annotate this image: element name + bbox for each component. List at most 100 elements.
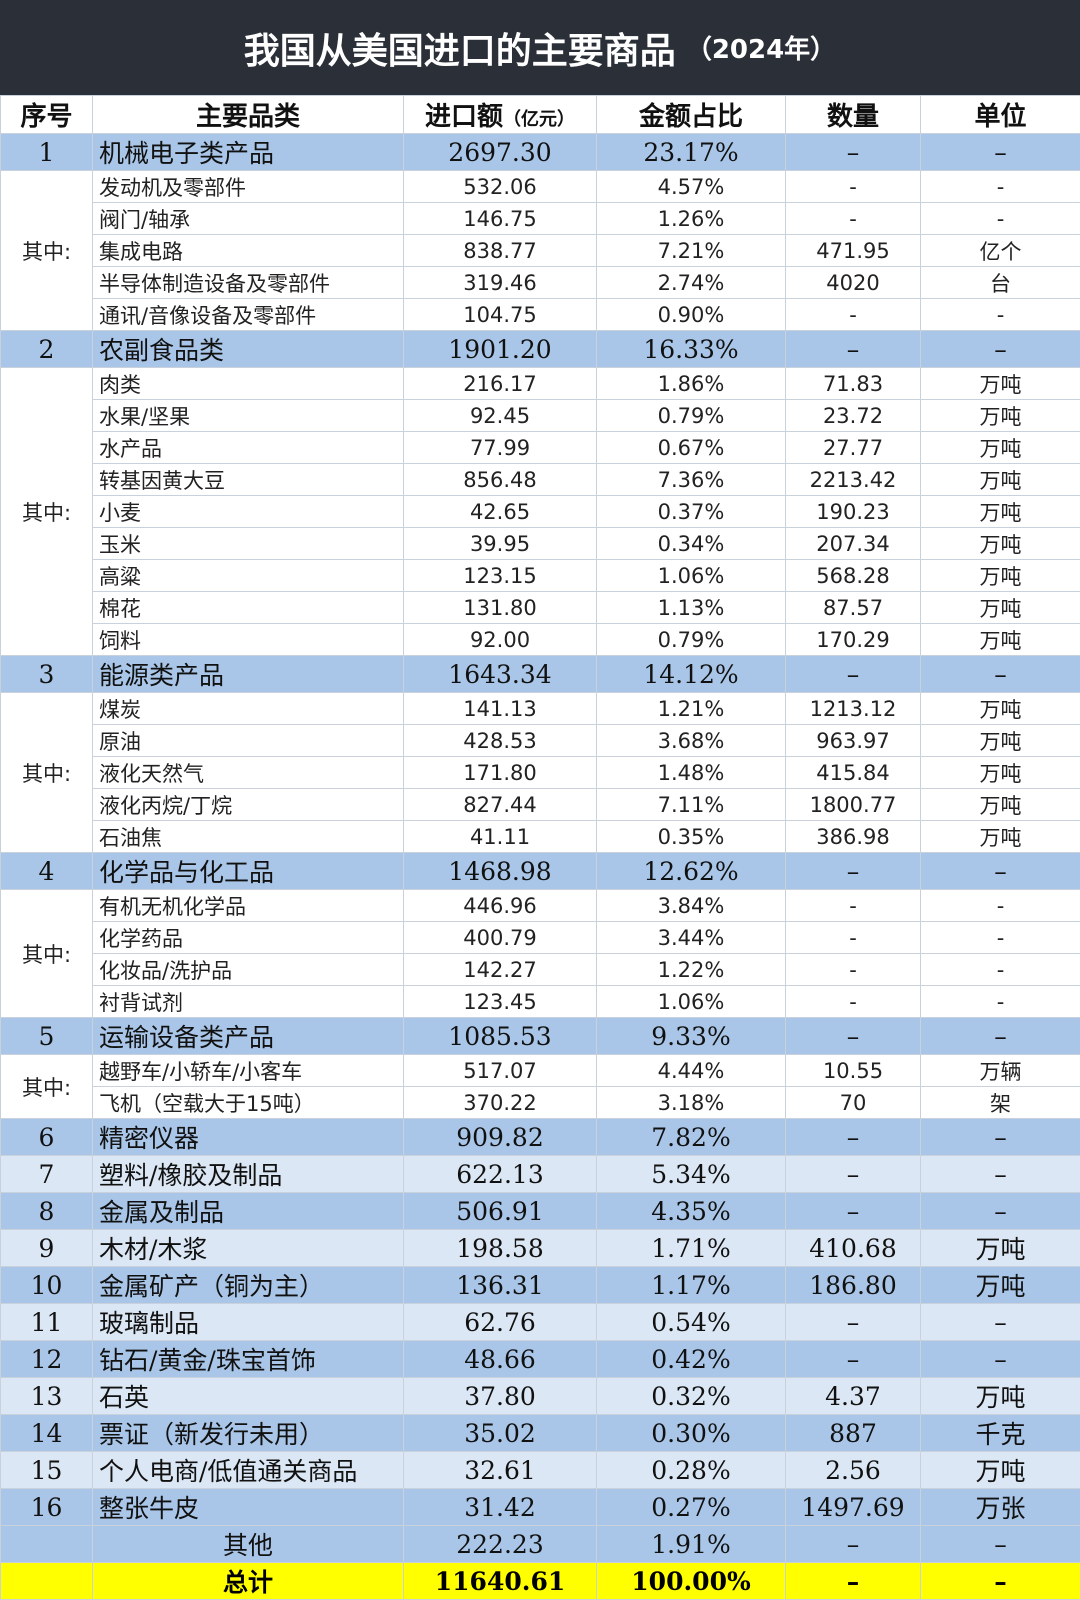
cell: 7.11% — [597, 789, 786, 821]
cell: 0.90% — [597, 299, 786, 331]
cell: 万吨 — [921, 1230, 1080, 1267]
cell: – — [921, 134, 1080, 171]
cell: 架 — [921, 1087, 1080, 1119]
cell: 10.55 — [786, 1055, 921, 1087]
cell: – — [921, 1119, 1080, 1156]
cell: 原油 — [93, 725, 404, 757]
cell: 23.17% — [597, 134, 786, 171]
cell: 衬背试剂 — [93, 986, 404, 1018]
cell: 838.77 — [404, 235, 597, 267]
cell: 化学品与化工品 — [93, 853, 404, 890]
cell: 87.57 — [786, 592, 921, 624]
cell: 77.99 — [404, 432, 597, 464]
column-header: 数量 — [786, 96, 921, 134]
cell: – — [921, 1156, 1080, 1193]
cell: 水果/坚果 — [93, 400, 404, 432]
cell: 3.84% — [597, 890, 786, 922]
cell: 2 — [1, 331, 93, 368]
cell: 液化天然气 — [93, 757, 404, 789]
cell: – — [786, 1018, 921, 1055]
cell: 0.34% — [597, 528, 786, 560]
cell: 3 — [1, 656, 93, 693]
title-year: （2024年） — [686, 29, 836, 66]
cell: 198.58 — [404, 1230, 597, 1267]
cell: 肉类 — [93, 368, 404, 400]
cell: 517.07 — [404, 1055, 597, 1087]
cell: - — [921, 922, 1080, 954]
cell: 1.91% — [597, 1526, 786, 1563]
cell: - — [921, 171, 1080, 203]
cell: – — [786, 134, 921, 171]
cell: 有机无机化学品 — [93, 890, 404, 922]
column-header-text: 进口额 — [425, 102, 503, 132]
cell: 2.56 — [786, 1452, 921, 1489]
cell: - — [921, 299, 1080, 331]
cell: 32.61 — [404, 1452, 597, 1489]
cell: 12 — [1, 1341, 93, 1378]
cell: 3.68% — [597, 725, 786, 757]
cell — [1, 1526, 93, 1563]
cell: 万张 — [921, 1489, 1080, 1526]
cell: 1.22% — [597, 954, 786, 986]
cell: 190.23 — [786, 496, 921, 528]
cell: 0.79% — [597, 400, 786, 432]
cell: 123.45 — [404, 986, 597, 1018]
cell: 8 — [1, 1193, 93, 1230]
header-row: 序号主要品类进口额（亿元）金额占比数量单位 — [1, 96, 1080, 134]
cell: 万吨 — [921, 592, 1080, 624]
cell: 万吨 — [921, 400, 1080, 432]
cell: 万吨 — [921, 757, 1080, 789]
cell: 万吨 — [921, 1378, 1080, 1415]
cell: 887 — [786, 1415, 921, 1452]
cell: - — [921, 954, 1080, 986]
cell: 532.06 — [404, 171, 597, 203]
cell: 钻石/黄金/珠宝首饰 — [93, 1341, 404, 1378]
cell: – — [921, 853, 1080, 890]
cell: 水产品 — [93, 432, 404, 464]
cell: 7.82% — [597, 1119, 786, 1156]
cell: 木材/木浆 — [93, 1230, 404, 1267]
cell: 其他 — [93, 1526, 404, 1563]
cell: 7 — [1, 1156, 93, 1193]
cell: 42.65 — [404, 496, 597, 528]
cell: 高粱 — [93, 560, 404, 592]
cell: – — [786, 331, 921, 368]
cell: 万吨 — [921, 432, 1080, 464]
cell: – — [921, 1193, 1080, 1230]
cell: 13 — [1, 1378, 93, 1415]
cell: 471.95 — [786, 235, 921, 267]
cell: 台 — [921, 267, 1080, 299]
cell: 141.13 — [404, 693, 597, 725]
cell: – — [921, 1304, 1080, 1341]
cell: 千克 — [921, 1415, 1080, 1452]
cell: - — [786, 171, 921, 203]
cell: 个人电商/低值通关商品 — [93, 1452, 404, 1489]
sub-label: 其中: — [1, 368, 93, 656]
cell: - — [921, 986, 1080, 1018]
cell: 0.54% — [597, 1304, 786, 1341]
sub-label: 其中: — [1, 890, 93, 1018]
cell: – — [786, 656, 921, 693]
cell: - — [921, 890, 1080, 922]
cell: 1643.34 — [404, 656, 597, 693]
cell: 0.37% — [597, 496, 786, 528]
cell: 9.33% — [597, 1018, 786, 1055]
cell: 煤炭 — [93, 693, 404, 725]
cell: 100.00% — [597, 1563, 786, 1600]
cell: 410.68 — [786, 1230, 921, 1267]
